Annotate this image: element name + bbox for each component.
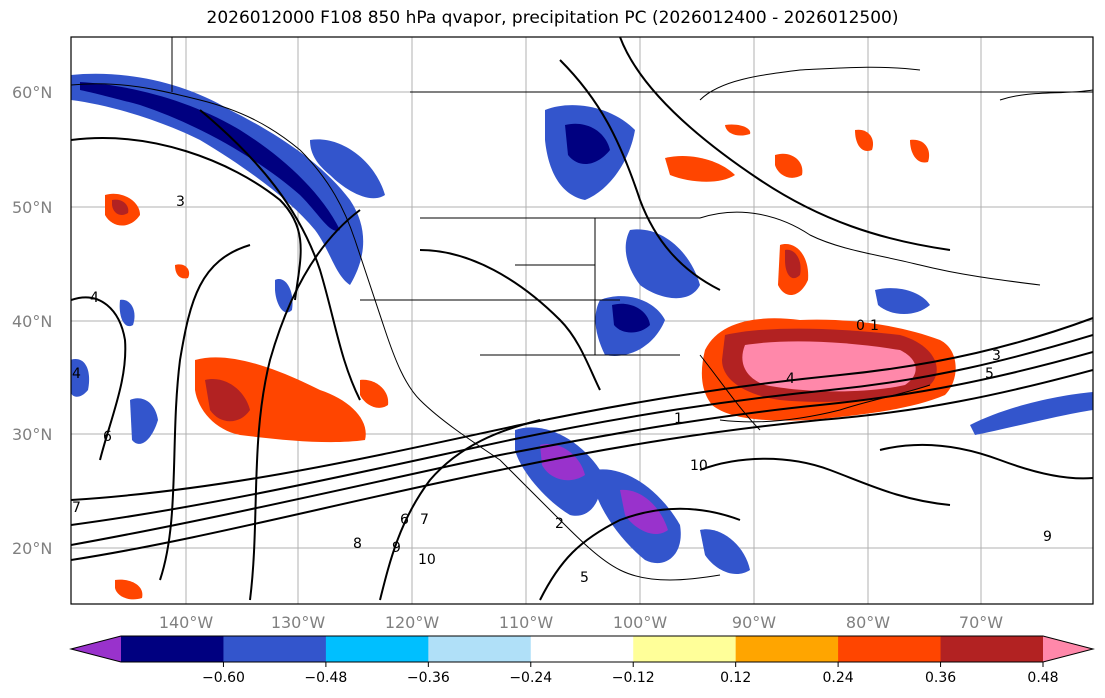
map-boundaries [71, 37, 1093, 581]
lat-label: 50°N [12, 198, 52, 217]
contour-label: 0 [856, 318, 865, 334]
contour-label: 6 [103, 429, 112, 445]
contour-lines [71, 37, 1093, 601]
colorbar-tick-label: −0.36 [407, 670, 450, 686]
lon-label: 140°W [159, 613, 214, 632]
map-frame [70, 36, 1094, 605]
lon-label: 80°W [846, 613, 890, 632]
contour-label: 7 [420, 512, 429, 528]
colorbar-extend-max [1043, 636, 1093, 662]
contour-label: 5 [985, 366, 994, 382]
colorbar-tick-label: 0.12 [720, 670, 751, 686]
colorbar-tick-label: −0.24 [509, 670, 552, 686]
lon-label: 130°W [271, 613, 326, 632]
colorbar-tick-label: 0.24 [823, 670, 854, 686]
contour-label: 4 [72, 366, 81, 382]
lat-label: 30°N [12, 425, 52, 444]
colorbar-segment [633, 636, 737, 662]
colorbar-segment [121, 636, 224, 662]
contour-label: 9 [1043, 529, 1052, 545]
contour-label: 9 [392, 540, 401, 556]
contour-label: 5 [580, 570, 589, 586]
colorbar-tick-label: −0.48 [304, 670, 347, 686]
map-title: 2026012000 F108 850 hPa qvapor, precipit… [206, 8, 899, 28]
colorbar-segment [530, 636, 634, 662]
shaded-fields [71, 73, 1093, 600]
lon-label: 120°W [385, 613, 440, 632]
contour-label-group: 3 4 4 6 7 6 7 8 9 10 10 1 4 3 5 0 1 9 2 … [72, 194, 1052, 586]
lon-label: 70°W [959, 613, 1003, 632]
contour-label: 4 [90, 290, 99, 306]
colorbar-segment [940, 636, 1044, 662]
latitude-labels: 60°N 50°N 40°N 30°N 20°N [12, 83, 52, 558]
lon-label: 110°W [499, 613, 554, 632]
colorbar-tick-label: −0.60 [202, 670, 245, 686]
contour-label: 2 [555, 516, 564, 532]
colorbar-segment [223, 636, 327, 662]
colorbar-segment [325, 636, 429, 662]
contour-label: 4 [786, 371, 795, 387]
colorbar-tick-label: 0.48 [1027, 670, 1058, 686]
contour-label: 6 [400, 512, 409, 528]
lat-label: 40°N [12, 312, 52, 331]
contour-label: 8 [353, 536, 362, 552]
colorbar-segment [735, 636, 839, 662]
colorbar-tick-label: −0.12 [612, 670, 655, 686]
longitude-labels: 140°W 130°W 120°W 110°W 100°W 90°W 80°W … [159, 613, 1003, 632]
lat-label: 20°N [12, 539, 52, 558]
lat-label: 60°N [12, 83, 52, 102]
contour-label: 3 [176, 194, 185, 210]
contour-label: 3 [992, 348, 1001, 364]
contour-label: 10 [418, 552, 436, 568]
map-content: 3 4 4 6 7 6 7 8 9 10 10 1 4 3 5 0 1 9 2 … [71, 37, 1093, 604]
contour-label: 10 [690, 458, 708, 474]
colorbar-segment [838, 636, 942, 662]
contour-label: 1 [870, 318, 879, 334]
contour-label: 7 [72, 500, 81, 516]
colorbar-segment [428, 636, 532, 662]
colorbar-outline [69, 635, 1095, 663]
colorbar-tick-label: 0.36 [925, 670, 956, 686]
contour-label: 1 [674, 411, 683, 427]
colorbar-extend-min [71, 636, 121, 662]
lon-label: 90°W [732, 613, 776, 632]
lon-label: 100°W [613, 613, 668, 632]
colorbar: −0.60 −0.48 −0.36 −0.24 −0.12 0.12 0.24 0.36 0.4… [69, 635, 1095, 686]
